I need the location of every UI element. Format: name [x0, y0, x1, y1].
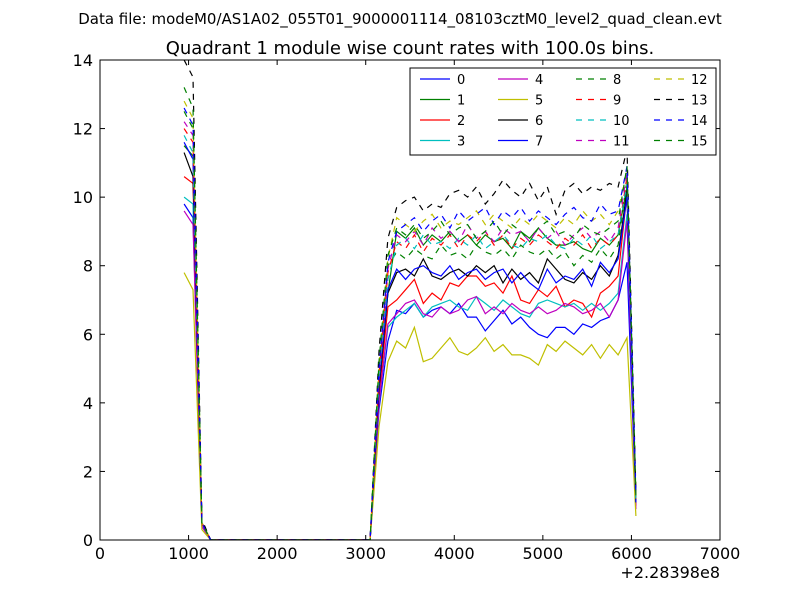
y-tick-label: 12: [73, 120, 93, 139]
series-line-7: [183, 142, 637, 540]
legend-label-9: 9: [613, 94, 621, 109]
legend-label-13: 13: [691, 94, 708, 109]
series-line-10: [183, 135, 637, 540]
y-tick-label: 10: [73, 188, 93, 207]
y-tick-label: 4: [83, 394, 93, 413]
series-line-15: [183, 87, 637, 540]
x-offset-label: +2.28398e8: [620, 563, 720, 582]
x-tick-label: 2000: [257, 544, 298, 563]
series-line-3: [183, 196, 637, 540]
series-line-12: [183, 100, 637, 540]
y-tick-label: 14: [73, 51, 93, 70]
series-line-11: [183, 121, 637, 540]
x-tick-label: 5000: [522, 544, 563, 563]
legend-label-2: 2: [457, 114, 465, 129]
series-line-2: [183, 176, 637, 540]
chart-title: Quadrant 1 module wise count rates with …: [166, 38, 655, 59]
series-line-0: [183, 203, 637, 540]
x-tick-label: 7000: [700, 544, 741, 563]
legend-box: [409, 67, 717, 156]
legend-label-14: 14: [691, 114, 708, 129]
plot-area: [183, 60, 637, 540]
series-line-13: [183, 60, 637, 540]
figure-suptitle: Data file: modeM0/AS1A02_055T01_90000011…: [78, 10, 722, 29]
y-tick-label: 6: [83, 325, 93, 344]
legend-label-15: 15: [691, 135, 708, 150]
legend-label-0: 0: [457, 73, 465, 88]
series-line-4: [183, 210, 637, 540]
series-line-9: [183, 128, 637, 540]
legend-label-4: 4: [535, 73, 543, 88]
series-line-6: [183, 152, 637, 540]
series-line-5: [183, 272, 637, 540]
y-tick-label: 0: [83, 531, 93, 550]
x-tick-label: 0: [95, 544, 105, 563]
x-axis: 0 1000 2000 3000 4000 5000 6000 7000: [95, 60, 740, 563]
legend-label-8: 8: [613, 73, 621, 88]
y-tick-label: 2: [83, 462, 93, 481]
legend-label-11: 11: [613, 135, 630, 150]
legend-label-6: 6: [535, 114, 543, 129]
x-tick-label: 4000: [434, 544, 475, 563]
x-tick-label: 6000: [611, 544, 652, 563]
x-tick-label: 3000: [345, 544, 386, 563]
series-line-8: [183, 111, 637, 540]
y-tick-label: 8: [83, 257, 93, 276]
plot-frame: [99, 59, 721, 541]
series-line-1: [183, 145, 637, 540]
legend-label-10: 10: [613, 114, 630, 129]
x-tick-label: 1000: [168, 544, 209, 563]
legend-label-3: 3: [457, 135, 465, 150]
legend-label-7: 7: [535, 135, 543, 150]
legend-label-1: 1: [457, 94, 465, 109]
series-line-14: [183, 107, 637, 540]
legend-label-12: 12: [691, 73, 708, 88]
legend-label-5: 5: [535, 94, 543, 109]
